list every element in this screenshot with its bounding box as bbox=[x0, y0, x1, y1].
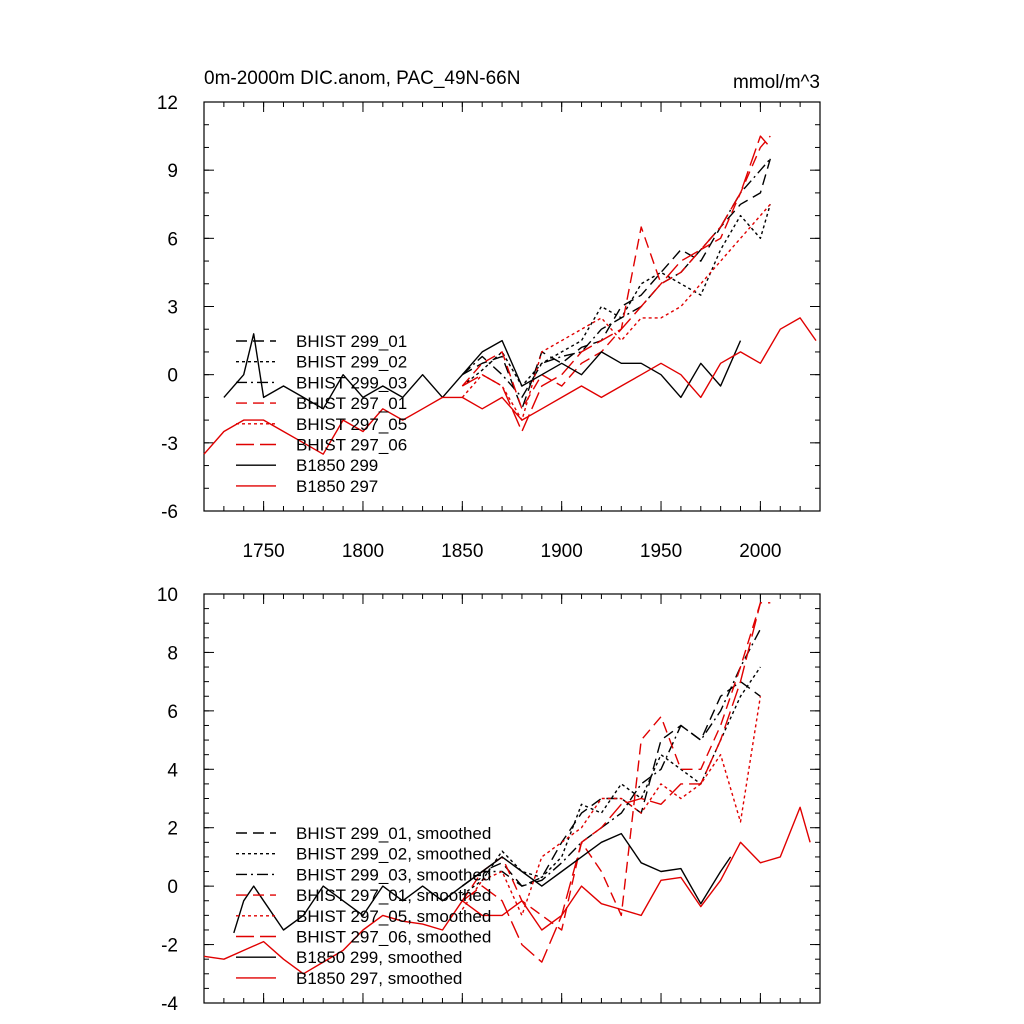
x-tick-label: 1800 bbox=[342, 541, 384, 562]
bottom-y-tick-labels: 10 8 6 4 2 0 -2 -4 bbox=[157, 585, 179, 1015]
series-line bbox=[203, 317, 817, 455]
series-line bbox=[233, 832, 732, 934]
top-y-tick-labels: 12 9 6 3 0 -3 -6 bbox=[157, 93, 178, 523]
y-tick-label: -2 bbox=[161, 936, 178, 957]
y-tick-label: 10 bbox=[157, 585, 178, 606]
x-tick-label: 2000 bbox=[739, 541, 781, 562]
top-chart-units: mmol/m^3 bbox=[733, 72, 820, 93]
bottom-legend: BHIST 299_01, smoothed BHIST 299_02, smoo… bbox=[236, 824, 491, 988]
series-line bbox=[461, 204, 771, 387]
legend-label: BHIST 299_01 bbox=[296, 332, 407, 351]
top-series-lines bbox=[203, 135, 817, 455]
top-chart-title: 0m-2000m DIC.anom, PAC_49N-66N bbox=[204, 68, 520, 89]
legend-label: B1850 299, smoothed bbox=[296, 948, 462, 967]
legend-label: B1850 297 bbox=[296, 477, 378, 496]
y-tick-label: 8 bbox=[167, 643, 178, 664]
series-line bbox=[461, 602, 771, 931]
legend-label: BHIST 299_03, smoothed bbox=[296, 865, 491, 884]
y-tick-label: 12 bbox=[157, 93, 178, 114]
top-x-tick-labels: 1750 1800 1850 1900 1950 2000 bbox=[242, 541, 781, 562]
y-tick-label: -3 bbox=[161, 434, 178, 455]
series-line bbox=[461, 680, 761, 887]
y-tick-label: 9 bbox=[167, 161, 178, 182]
legend-label: BHIST 297_06 bbox=[296, 436, 407, 455]
legend-label: BHIST 297_01 bbox=[296, 394, 407, 413]
x-tick-label: 1850 bbox=[441, 541, 483, 562]
y-tick-label: 2 bbox=[167, 819, 178, 840]
x-tick-label: 1950 bbox=[640, 541, 682, 562]
series-line bbox=[461, 135, 771, 433]
legend-label: BHIST 299_01, smoothed bbox=[296, 824, 491, 843]
legend-label: B1850 297, smoothed bbox=[296, 969, 462, 988]
legend-label: BHIST 297_05 bbox=[296, 415, 407, 434]
top-panel: 0m-2000m DIC.anom, PAC_49N-66N mmol/m^3 … bbox=[157, 68, 821, 562]
series-line bbox=[461, 628, 762, 887]
series-line bbox=[203, 806, 811, 975]
y-tick-label: 0 bbox=[167, 877, 178, 898]
series-line bbox=[461, 203, 771, 421]
bottom-tick-marks bbox=[203, 593, 821, 1004]
bottom-series-lines bbox=[203, 602, 811, 975]
x-tick-label: 1900 bbox=[541, 541, 583, 562]
legend-label: B1850 299 bbox=[296, 456, 378, 475]
y-tick-label: -6 bbox=[161, 502, 178, 523]
y-tick-label: 4 bbox=[167, 760, 178, 781]
series-line bbox=[461, 602, 762, 963]
series-line bbox=[461, 696, 762, 917]
legend-label: BHIST 299_02 bbox=[296, 353, 407, 372]
legend-label: BHIST 297_05, smoothed bbox=[296, 907, 491, 926]
top-tick-marks bbox=[203, 101, 821, 512]
y-tick-label: 3 bbox=[167, 298, 178, 319]
y-tick-label: 0 bbox=[167, 366, 178, 387]
legend-label: BHIST 299_03 bbox=[296, 373, 407, 392]
legend-label: BHIST 297_06, smoothed bbox=[296, 928, 491, 947]
x-tick-label: 1750 bbox=[242, 541, 284, 562]
legend-label: BHIST 299_02, smoothed bbox=[296, 845, 491, 864]
y-tick-label: 6 bbox=[167, 229, 178, 250]
y-tick-label: 6 bbox=[167, 702, 178, 723]
series-line bbox=[461, 135, 771, 410]
legend-label: BHIST 297_01, smoothed bbox=[296, 886, 491, 905]
y-tick-label: -4 bbox=[161, 994, 178, 1015]
